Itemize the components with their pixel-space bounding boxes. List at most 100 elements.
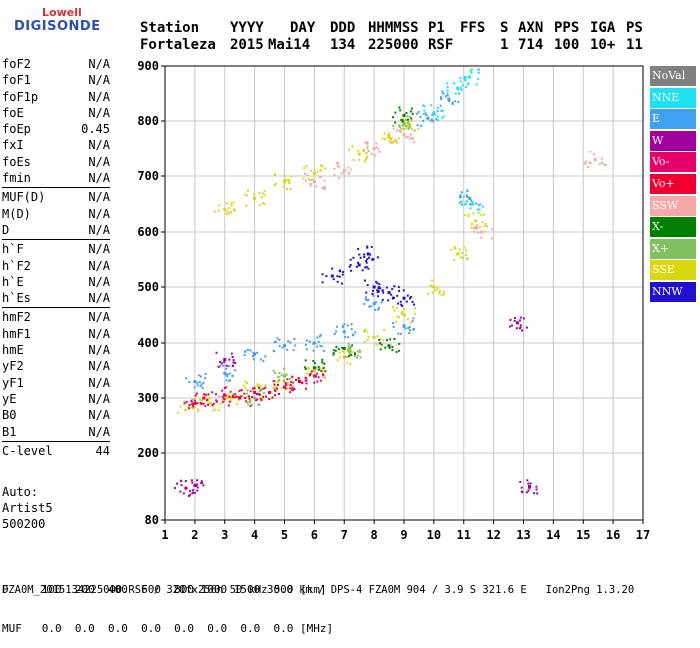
echo-speck	[204, 377, 207, 380]
echo-speck	[232, 201, 235, 204]
echo-speck	[400, 303, 403, 306]
echo-speck	[375, 301, 378, 304]
echo-speck	[366, 141, 369, 144]
echo-speck	[245, 204, 248, 207]
data-point-sse	[387, 136, 391, 139]
echo-speck	[320, 369, 323, 372]
echo-speck	[378, 339, 381, 342]
echo-speck	[315, 372, 318, 375]
header-label-0: Station	[140, 20, 200, 36]
data-point-nnw	[357, 263, 361, 267]
echo-speck	[400, 118, 403, 121]
param-name: foE	[2, 105, 24, 120]
echo-speck	[432, 112, 435, 115]
param-value: N/A	[88, 375, 110, 390]
echo-speck	[358, 158, 361, 161]
data-point-sse	[283, 380, 286, 383]
data-point-e	[193, 380, 197, 383]
data-point-nnw	[402, 296, 406, 300]
echo-speck	[219, 360, 222, 363]
echo-speck	[357, 149, 360, 152]
data-point-nne	[468, 75, 472, 79]
echo-speck	[389, 338, 392, 341]
echo-speck	[338, 177, 341, 180]
echo-speck	[188, 403, 191, 406]
echo-speck	[441, 90, 444, 93]
y-tick-label: 80	[145, 513, 159, 527]
echo-speck	[232, 208, 235, 211]
echo-speck	[230, 352, 233, 355]
ionogram-plot: 1 2 3 4 5 6 7 8 9 10 11 12 13 14 15 16 17802003004005006…	[137, 59, 650, 542]
echo-speck	[324, 167, 327, 170]
echo-speck	[513, 319, 516, 322]
echo-speck	[477, 77, 480, 80]
echo-speck	[458, 201, 461, 204]
echo-speck	[453, 82, 456, 85]
param-row: yF1 N/A	[2, 375, 110, 391]
echo-speck	[408, 116, 411, 119]
y-tick-label: 300	[137, 391, 159, 405]
echo-speck	[285, 373, 288, 376]
param-name: foF1	[2, 73, 31, 88]
logo-digisonde-text: DIGISONDE	[14, 19, 101, 34]
echo-speck	[474, 225, 477, 228]
data-point-sse	[187, 404, 191, 408]
echo-speck	[275, 387, 278, 390]
echo-speck	[463, 246, 466, 249]
echo-speck	[462, 195, 465, 198]
echo-speck	[256, 398, 259, 401]
legend-entry-noval: NoVal	[650, 66, 696, 86]
echo-speck	[246, 348, 249, 351]
echo-speck	[252, 354, 255, 357]
param-name: B0	[2, 408, 17, 423]
echo-speck	[222, 364, 225, 367]
echo-speck	[304, 359, 307, 362]
echo-speck	[439, 104, 442, 107]
echo-speck	[189, 493, 192, 496]
echo-speck	[365, 155, 368, 158]
echo-speck	[246, 389, 249, 392]
y-tick-label: 700	[137, 169, 159, 183]
echo-speck	[190, 399, 193, 402]
data-point-ssw	[312, 180, 316, 184]
echo-speck	[184, 480, 187, 483]
echo-speck	[518, 319, 521, 322]
echo-speck	[217, 395, 220, 398]
echo-speck	[199, 401, 202, 404]
echo-speck	[179, 490, 182, 493]
echo-speck	[348, 350, 351, 353]
param-row: foF1p N/A	[2, 89, 110, 105]
echo-speck	[225, 395, 228, 398]
echo-speck	[297, 377, 300, 380]
echo-speck	[221, 395, 224, 398]
echo-speck	[446, 89, 449, 92]
echo-speck	[454, 100, 457, 103]
echo-speck	[600, 161, 603, 164]
echo-speck	[304, 387, 307, 390]
echo-speck	[388, 140, 391, 143]
echo-speck	[224, 393, 227, 396]
echo-speck	[470, 223, 473, 226]
echo-speck	[258, 388, 261, 391]
echo-speck	[190, 479, 193, 482]
param-value: N/A	[88, 138, 110, 153]
echo-speck	[348, 355, 351, 358]
echo-speck	[594, 159, 597, 162]
echo-speck	[197, 374, 200, 377]
echo-speck	[293, 337, 296, 340]
echo-speck	[413, 307, 416, 310]
echo-speck	[228, 395, 231, 398]
y-tick-label: 900	[137, 59, 159, 73]
echo-speck	[348, 346, 351, 349]
echo-speck	[276, 337, 279, 340]
echo-speck	[481, 205, 484, 208]
echo-speck	[339, 269, 342, 272]
echo-speck	[400, 120, 403, 123]
echo-speck	[231, 355, 234, 358]
echo-speck	[190, 400, 193, 403]
echo-speck	[413, 312, 416, 315]
echo-speck	[323, 362, 326, 365]
echo-speck	[398, 342, 401, 345]
echo-speck	[342, 350, 345, 353]
echo-speck	[411, 300, 414, 303]
